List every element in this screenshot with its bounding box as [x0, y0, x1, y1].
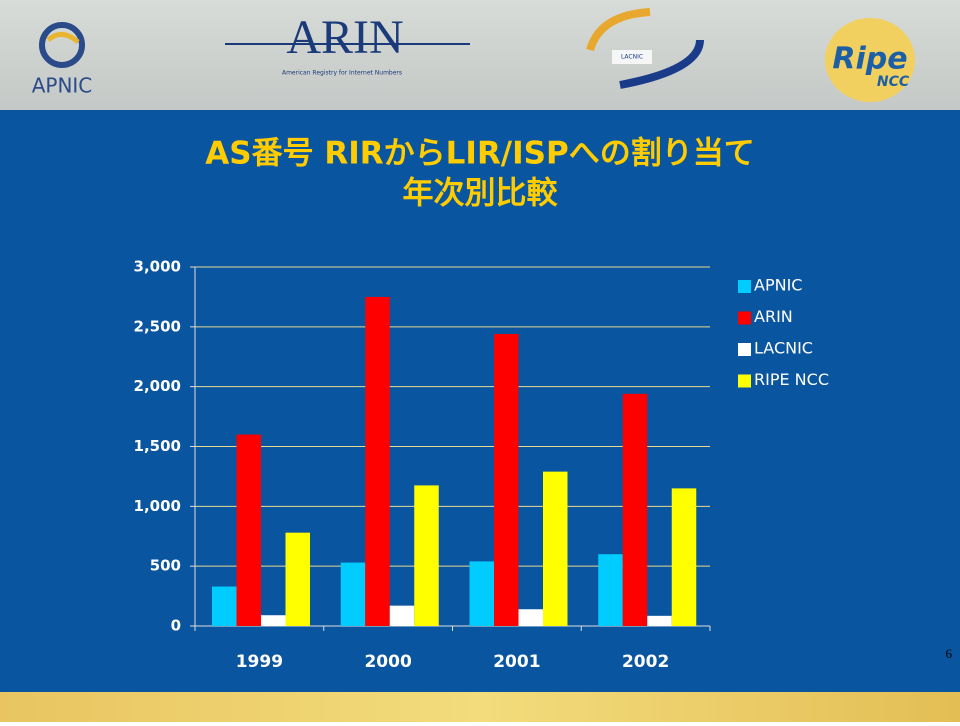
legend-label: APNIC: [754, 276, 802, 295]
bar: [414, 485, 439, 626]
chart-subtitle: 年次別比較: [403, 176, 559, 212]
x-tick-label: 1999: [236, 652, 283, 672]
logo-text: American Registry for Internet Numbers: [282, 70, 402, 77]
bar: [543, 471, 568, 626]
legend-label: RIPE NCC: [754, 370, 829, 389]
y-tick-label: 3,000: [134, 258, 181, 276]
bar: [622, 393, 648, 626]
page-number: 6: [946, 646, 953, 661]
bar: [212, 586, 237, 626]
logo-text: NCC: [877, 74, 910, 90]
logo-text: Ripe: [832, 42, 907, 77]
header-band: [0, 0, 960, 110]
legend-swatch: [738, 311, 751, 325]
bar: [494, 334, 519, 626]
arin-logo: ARIN American Registry for Internet Numb…: [225, 11, 470, 77]
legend-label: ARIN: [754, 307, 793, 326]
footer-band: [0, 692, 960, 722]
bar: [598, 554, 623, 626]
bar: [285, 532, 310, 626]
bar: [389, 605, 415, 626]
bar: [236, 434, 261, 626]
y-tick-label: 1,000: [134, 497, 181, 515]
logo-text: ARIN: [286, 11, 403, 64]
y-tick-label: 2,500: [134, 317, 181, 335]
y-tick-label: 0: [171, 617, 181, 635]
bar: [261, 615, 286, 626]
legend-swatch: [738, 280, 751, 293]
apnic-logo: APNIC: [32, 22, 93, 98]
legend-swatch: [738, 374, 751, 388]
lacnic-logo: LACNIC: [586, 8, 704, 89]
x-tick-label: 2000: [364, 652, 411, 672]
y-tick-label: 2,000: [134, 377, 181, 395]
x-tick-label: 2002: [622, 652, 669, 672]
ripe-logo: Ripe NCC: [825, 18, 915, 102]
x-tick-label: 2001: [493, 652, 540, 672]
legend-label: LACNIC: [754, 339, 813, 358]
bar: [647, 615, 672, 626]
legend-swatch: [738, 343, 751, 356]
bar: [518, 609, 543, 626]
y-tick-label: 1,500: [134, 437, 181, 455]
logo-text: APNIC: [32, 74, 93, 98]
bar: [671, 488, 697, 626]
chart-title: AS番号 RIRからLIR/ISPへの割り当て: [205, 136, 754, 172]
logo-text: LACNIC: [621, 54, 643, 61]
bar: [365, 296, 390, 626]
bar: [469, 561, 494, 626]
bar: [340, 562, 366, 626]
y-tick-label: 500: [150, 557, 181, 575]
